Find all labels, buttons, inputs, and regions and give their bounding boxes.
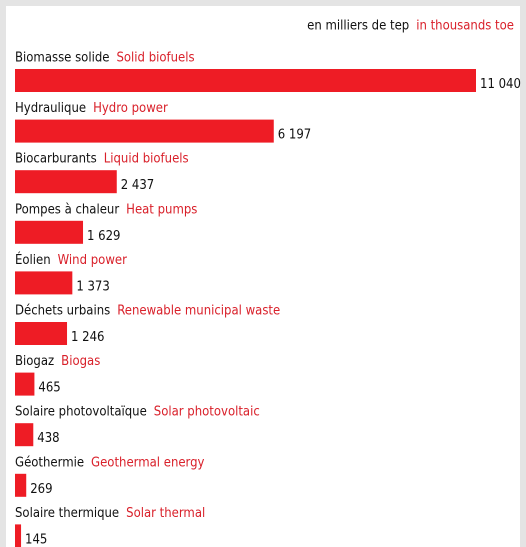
category-label-en: Solar photovoltaic [154, 405, 260, 420]
category-label-en: Wind power [58, 253, 127, 268]
category-label-en: Hydro power [93, 101, 168, 116]
value-label: 269 [30, 482, 52, 497]
panel [6, 6, 520, 547]
category-label: Biocarburants [15, 152, 97, 167]
category-label-en: Solar thermal [126, 506, 205, 521]
unit-label-en: in thousands toe [416, 19, 514, 34]
category-label: Déchets urbains [15, 304, 110, 319]
category-label-en: Geothermal energy [91, 455, 205, 470]
category-label-en: Biogas [61, 354, 100, 369]
value-label: 438 [37, 431, 59, 446]
category-label-en: Heat pumps [126, 202, 197, 217]
bar [15, 271, 73, 295]
bar [15, 119, 274, 143]
value-label: 1 246 [71, 330, 104, 345]
category-label: Solaire photovoltaïque [15, 405, 147, 420]
bar [15, 220, 84, 244]
bar [15, 322, 68, 345]
value-label: 1 373 [76, 279, 109, 294]
bar [15, 69, 476, 92]
category-label: Hydraulique [15, 101, 86, 116]
unit-label: en milliers de tep [307, 19, 409, 34]
category-label-en: Liquid biofuels [104, 152, 189, 167]
bar [15, 473, 27, 497]
bar [15, 423, 34, 447]
value-label: 11 040 [480, 77, 521, 92]
category-label-en: Renewable municipal waste [117, 304, 280, 319]
value-label: 6 197 [278, 128, 311, 143]
value-label: 465 [38, 381, 60, 396]
category-label: Solaire thermique [15, 506, 119, 521]
bar [15, 524, 22, 547]
value-label: 2 437 [121, 178, 154, 193]
value-label: 1 629 [87, 229, 120, 244]
category-label: Géothermie [15, 455, 84, 470]
category-label: Biogaz [15, 354, 54, 369]
category-label: Éolien [15, 252, 51, 268]
bar [15, 170, 117, 194]
bar [15, 372, 35, 396]
category-label: Biomasse solide [15, 51, 109, 66]
category-label: Pompes à chaleur [15, 202, 119, 217]
value-label: 145 [25, 532, 47, 547]
category-label-en: Solid biofuels [116, 51, 194, 66]
